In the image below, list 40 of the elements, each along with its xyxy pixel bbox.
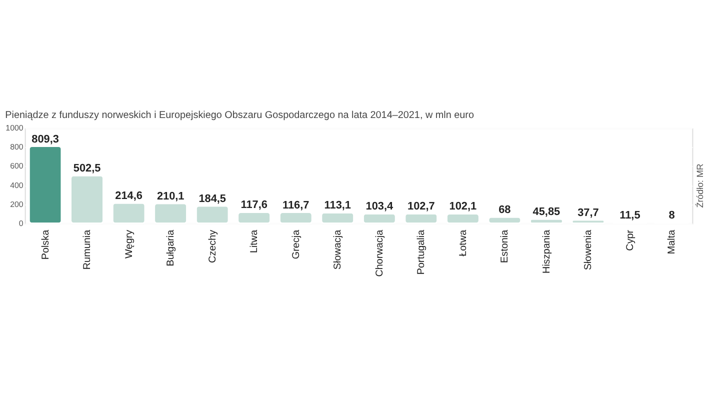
x-tick-label: Estonia — [500, 229, 511, 263]
x-tick-label: Malta — [666, 229, 678, 254]
x-tick-label: Polska — [40, 229, 52, 260]
y-tick-label: 1000 — [6, 124, 24, 133]
data-label: 184,5 — [198, 192, 226, 205]
data-label: 8 — [668, 210, 675, 222]
chart-title: Pieniądze z funduszy norweskich i Europejskiego Obszaru Gospodarczego na lata 2014–2021, w mln euro — [5, 110, 474, 122]
data-label: 113,1 — [324, 200, 351, 212]
data-label: 117,6 — [240, 199, 268, 212]
data-label: 210,1 — [156, 190, 184, 202]
x-tick-label: Łotwa — [458, 229, 469, 256]
data-label: 102,7 — [408, 200, 435, 213]
data-label: 809,3 — [32, 133, 59, 146]
x-tick-label: Bułgaria — [166, 229, 177, 266]
x-tick-label: Portugalia — [416, 229, 428, 275]
data-label: 116,7 — [282, 199, 310, 212]
data-label: 68 — [498, 204, 511, 216]
data-label: 45,85 — [532, 206, 560, 218]
x-tick-label: Litwa — [249, 229, 260, 254]
data-label: 214,6 — [115, 190, 142, 202]
y-tick-label: 400 — [10, 180, 24, 190]
y-tick-label: 0 — [18, 218, 24, 228]
y-tick-label: 200 — [10, 200, 24, 209]
x-tick-label: Słowenia — [583, 229, 594, 270]
x-tick-label: Chorwacja — [374, 229, 386, 277]
y-tick-label: 600 — [10, 162, 24, 171]
x-tick-label: Cypr — [624, 229, 636, 251]
data-label: 103,4 — [366, 200, 394, 213]
data-label: 11,5 — [620, 209, 640, 222]
text: Źródło: MR — [695, 163, 706, 208]
x-tick-label: Węgry — [124, 230, 135, 259]
x-tick-label: Hiszpania — [541, 229, 552, 274]
x-tick-label: Grecja — [290, 229, 302, 260]
x-tick-label: Rumunia — [82, 229, 94, 270]
data-label: 37,7 — [578, 206, 599, 219]
data-label: 502,5 — [73, 162, 101, 175]
x-tick-label: Słowacja — [332, 229, 344, 270]
data-label: 102,1 — [449, 200, 477, 213]
y-tick-label: 800 — [10, 142, 24, 152]
x-tick-label: Czechy — [207, 230, 218, 263]
